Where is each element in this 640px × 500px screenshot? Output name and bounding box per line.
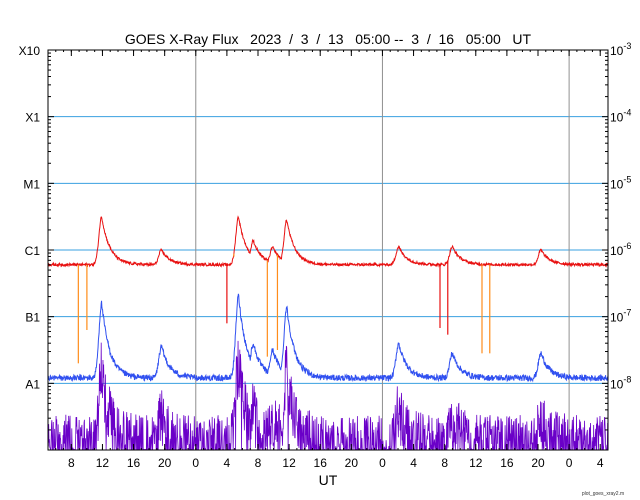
y-left-tick-label: B1	[25, 311, 40, 325]
x-tick-label: 16	[127, 456, 141, 470]
x-tick-label: 4	[224, 456, 231, 470]
x-tick-label: 0	[566, 456, 573, 470]
y-right-tick-label: 10-3	[610, 41, 631, 58]
x-tick-label: 8	[68, 456, 75, 470]
x-tick-label: 20	[531, 456, 545, 470]
x-tick-label: 0	[379, 456, 386, 470]
x-tick-label: 0	[192, 456, 199, 470]
chart-title: GOES X-Ray Flux 2023 / 3 / 13 05:00 -- 3…	[125, 31, 532, 47]
x-tick-label: 12	[96, 456, 110, 470]
x-tick-label: 4	[410, 456, 417, 470]
y-left-tick-label: C1	[25, 244, 41, 258]
y-left-tick-label: X10	[19, 44, 41, 58]
series-layer	[47, 215, 609, 451]
series-short-low-band	[47, 340, 609, 451]
x-tick-label: 20	[345, 456, 359, 470]
grid	[48, 49, 608, 450]
y-right-tick-label: 10-4	[610, 108, 631, 125]
y-left-tick-label: A1	[25, 377, 40, 391]
x-tick-label: 12	[469, 456, 483, 470]
tick-marks	[47, 50, 609, 451]
axis-labels: A1 B1 C1 M1 X1 X10 10-8 10-7 10-6 10-5 10-4 10-3 8 12…	[19, 41, 632, 470]
y-right-tick-label: 10-5	[610, 174, 631, 191]
y-right-tick-label: 10-6	[610, 241, 631, 258]
x-tick-label: 20	[158, 456, 172, 470]
y-right-tick-label: 10-8	[610, 374, 631, 391]
x-tick-label: 8	[441, 456, 448, 470]
x-tick-label: 12	[282, 456, 296, 470]
y-right-tick-label: 10-7	[610, 308, 631, 325]
x-tick-label: 16	[500, 456, 514, 470]
series-long	[47, 215, 609, 268]
y-left-tick-label: X1	[25, 111, 40, 125]
x-tick-label: 4	[597, 456, 604, 470]
credit-label: plot_goes_xray2.m	[582, 491, 624, 497]
x-tick-label: 16	[314, 456, 328, 470]
x-tick-label: 8	[255, 456, 262, 470]
y-left-tick-label: M1	[23, 177, 40, 191]
x-axis-label: UT	[319, 472, 338, 488]
series-short	[47, 293, 609, 383]
